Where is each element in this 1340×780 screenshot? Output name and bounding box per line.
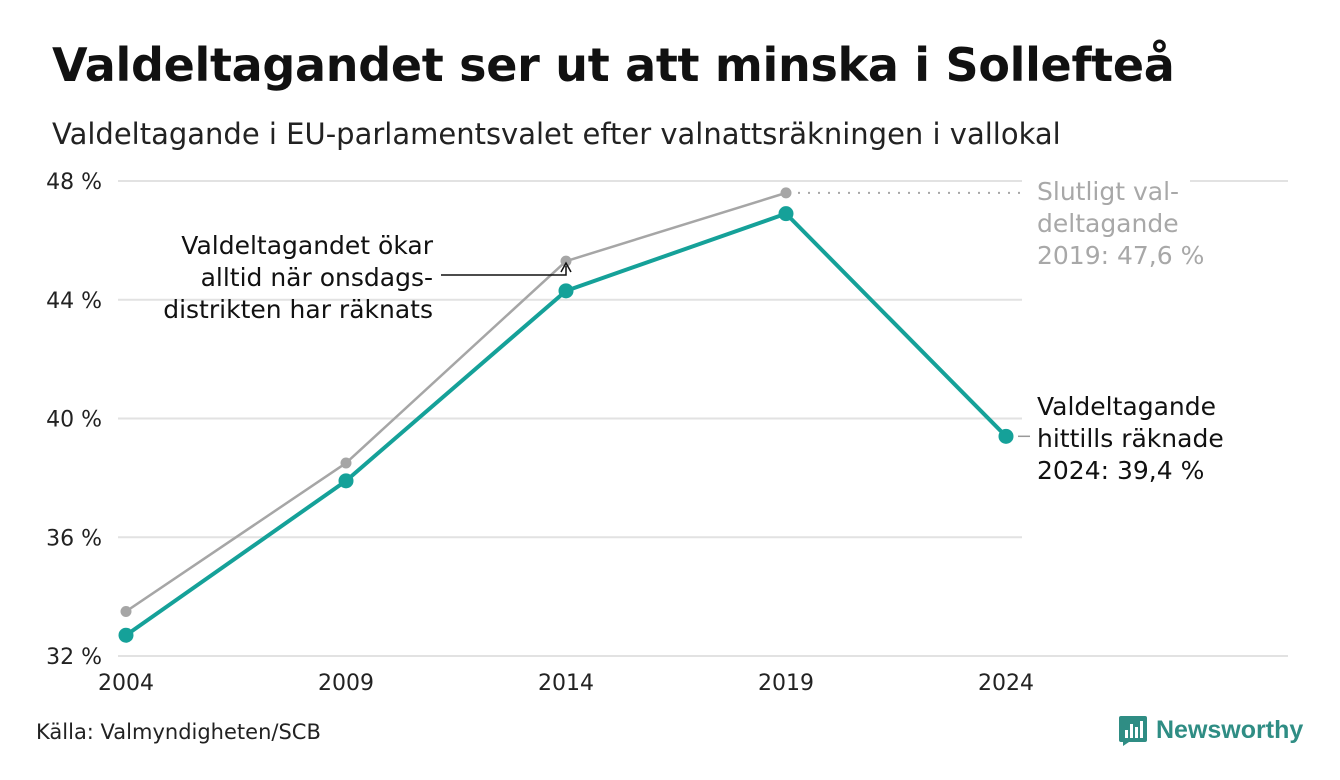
y-tick-label: 44 %	[46, 289, 102, 314]
final-turnout-point	[560, 255, 572, 267]
y-tick-label: 48 %	[46, 170, 102, 195]
increase-note-label: distrikten har räknats	[163, 295, 433, 324]
election-night-turnout-point	[998, 428, 1014, 444]
increase-note-leader	[441, 266, 567, 276]
x-tick-label: 2024	[978, 671, 1034, 696]
x-axis-ticks: 2004 2009 2014 2019 2024	[98, 671, 1034, 696]
final-2019-label: deltagande	[1037, 209, 1179, 238]
current-2024-label: Valdeltagande	[1037, 392, 1216, 421]
final-turnout-point	[340, 457, 352, 469]
brand-name: Newsworthy	[1156, 715, 1304, 744]
x-tick-label: 2009	[318, 671, 374, 696]
y-tick-label: 32 %	[46, 645, 102, 670]
x-tick-label: 2014	[538, 671, 594, 696]
election-night-turnout-point	[338, 473, 354, 489]
y-tick-label: 40 %	[46, 408, 102, 433]
final-2019-label: 2019: 47,6 %	[1037, 241, 1204, 270]
annotations-layer: Slutligt val-deltagande 2019: 47,6 % Valde…	[163, 177, 1223, 485]
source-note: Källa: Valmyndigheten/SCB	[36, 720, 321, 744]
chart-title: Valdeltagandet ser ut att minska i Solle…	[52, 38, 1175, 92]
brand-logo[interactable]: Newsworthy	[1118, 713, 1303, 747]
series-layer	[118, 187, 1014, 643]
y-axis-ticks: 32 % 36 % 40 % 44 % 48 %	[46, 170, 102, 670]
x-tick-label: 2019	[758, 671, 814, 696]
increase-note-arrowhead	[560, 261, 572, 273]
election-night-turnout-point	[778, 206, 794, 222]
final-2019-label: Slutligt val-	[1037, 177, 1179, 206]
chart-subtitle: Valdeltagande i EU-parlamentsvalet efter…	[52, 117, 1061, 151]
increase-note-label: Valdeltagandet ökar	[181, 231, 433, 260]
final-turnout-line	[125, 191, 787, 613]
x-tick-label: 2004	[98, 671, 154, 696]
current-2024-label: 2024: 39,4 %	[1037, 456, 1204, 485]
election-night-turnout-point	[118, 627, 134, 643]
election-night-turnout-point	[558, 283, 574, 299]
final-turnout-point	[120, 605, 132, 617]
brand-chart-icon	[1119, 716, 1147, 746]
final-turnout-point	[780, 187, 792, 199]
increase-note-label: alltid när onsdags-	[201, 263, 433, 292]
y-tick-label: 36 %	[46, 526, 102, 551]
current-2024-label: hittills räknade	[1037, 424, 1224, 453]
